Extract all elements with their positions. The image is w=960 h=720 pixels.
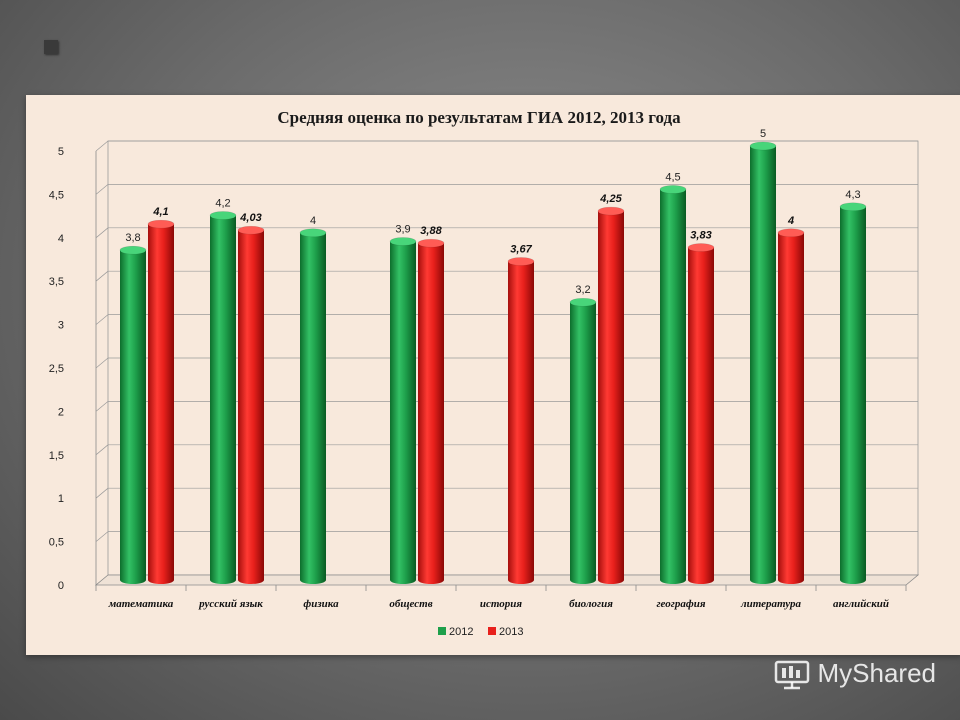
- x-category-label: история: [480, 598, 523, 610]
- data-label-2012: 3,8: [125, 232, 140, 244]
- data-label-2012: 3,2: [575, 284, 590, 296]
- gridline-diagonal: [95, 184, 109, 195]
- y-tick-label: 0: [58, 580, 64, 592]
- data-label-2013: 4,25: [599, 193, 622, 205]
- gridline-diagonal: [95, 357, 109, 369]
- legend-label-2013: 2013: [499, 626, 523, 638]
- chart-title: Средняя оценка по результатам ГИА 2012, …: [277, 108, 681, 127]
- data-label-2012: 3,9: [395, 223, 410, 235]
- bar-2012-география: [659, 185, 687, 584]
- data-label-2012: 4,5: [665, 171, 680, 183]
- x-category-label: английский: [833, 598, 889, 610]
- x-category-label: математика: [108, 598, 174, 610]
- gridline-diagonal: [95, 140, 109, 152]
- data-label-2013: 4,03: [239, 212, 261, 224]
- bar-2013-литература: [777, 228, 805, 584]
- y-tick-label: 3,5: [49, 276, 64, 288]
- x-category-label: русский язык: [198, 598, 263, 610]
- x-category-label: физика: [303, 598, 339, 610]
- gridline-diagonal: [95, 227, 109, 239]
- data-label-2013: 4,1: [152, 206, 168, 218]
- bar-2013-история: [507, 257, 535, 584]
- bar-2012-русский-язык: [209, 211, 237, 584]
- y-tick-label: 2,5: [49, 363, 64, 375]
- y-tick-label: 1: [58, 493, 64, 505]
- chart-panel: Средняя оценка по результатам ГИА 2012, …: [26, 95, 960, 655]
- bar-2012-литература: [749, 141, 777, 584]
- y-tick-label: 0,5: [49, 537, 64, 549]
- watermark-text: MyShared: [817, 657, 937, 688]
- bar-2013-география: [687, 243, 715, 584]
- y-tick-label: 4,5: [49, 189, 64, 201]
- bar-2012-математика: [119, 245, 147, 584]
- y-tick-label: 4: [58, 233, 64, 245]
- data-label-2013: 3,83: [690, 230, 711, 242]
- bar-2013-математика: [147, 219, 175, 584]
- gridline-diagonal: [95, 314, 109, 325]
- bar-2013-биология: [597, 206, 625, 584]
- watermark-logo: MyShared: [774, 656, 937, 690]
- legend-swatch-2012: [438, 627, 446, 635]
- gridline-diagonal: [95, 270, 109, 282]
- y-tick-label: 1,5: [49, 450, 64, 462]
- gridline-diagonal: [95, 444, 109, 456]
- bar-2012-физика: [299, 228, 327, 584]
- legend-label-2012: 2012: [449, 626, 473, 638]
- data-label-2013: 3,88: [420, 225, 442, 237]
- bar-2012-английский: [839, 202, 867, 584]
- legend-swatch-2013: [488, 627, 496, 635]
- y-tick-label: 3: [58, 320, 64, 332]
- bar-chart: Средняя оценка по результатам ГИА 2012, …: [49, 108, 920, 638]
- data-label-2012: 4,2: [215, 197, 230, 209]
- slide-corner-marker: [44, 40, 58, 54]
- gridline-diagonal: [95, 401, 109, 412]
- gridline-diagonal: [95, 531, 109, 542]
- presentation-icon: [774, 660, 809, 690]
- bar-2013-обществ: [417, 238, 445, 584]
- y-tick-label: 5: [58, 146, 64, 158]
- data-label-2013: 4: [787, 215, 794, 227]
- x-category-label: география: [656, 598, 705, 610]
- data-label-2012: 4,3: [845, 189, 860, 201]
- x-category-label: биология: [569, 598, 613, 610]
- bar-2012-биология: [569, 297, 597, 584]
- bar-2013-русский-язык: [237, 225, 265, 584]
- x-category-label: литература: [740, 598, 802, 610]
- x-category-label: обществ: [389, 598, 432, 610]
- data-label-2013: 3,67: [510, 243, 532, 255]
- gridline-diagonal: [95, 487, 109, 499]
- y-tick-label: 2: [58, 406, 64, 418]
- data-label-2012: 4: [310, 215, 316, 227]
- data-label-2012: 5: [760, 128, 766, 140]
- bar-2012-обществ: [389, 237, 417, 584]
